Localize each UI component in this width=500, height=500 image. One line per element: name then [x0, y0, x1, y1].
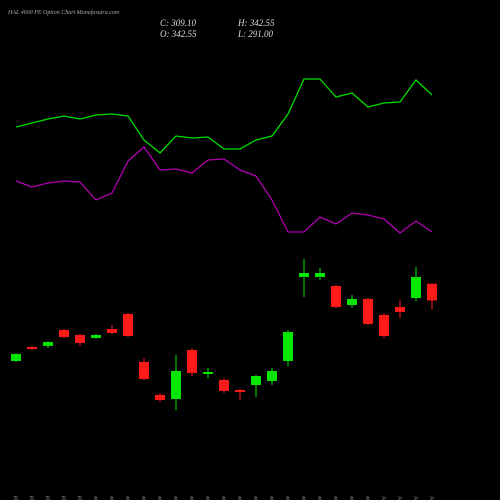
close-info: C: 309.10 [160, 18, 197, 28]
chart-title: HAL 4600 PE Option Chart Munafasutra.com [7, 9, 120, 16]
x-tick-label: 12 Nov [173, 496, 179, 500]
indicator-line [15, 78, 433, 154]
x-tick-label: 03 Nov [93, 496, 99, 500]
x-tick-label: 25 Nov [317, 496, 323, 500]
x-tick-label: 13 Nov [189, 496, 195, 500]
candle-body [107, 329, 117, 333]
candle-body [395, 307, 405, 312]
candle-body [219, 380, 229, 391]
x-tick-label: 27 Oct [13, 496, 19, 500]
x-tick-label: 02 Dec [397, 496, 403, 500]
candle-body [315, 273, 325, 277]
x-tick-label: 03 Dec [413, 496, 419, 500]
candle-body [155, 395, 165, 400]
candle-body [203, 372, 213, 374]
x-tick-label: 04 Nov [108, 496, 115, 500]
candle-body [235, 390, 245, 392]
x-tick-label: 24 Nov [300, 496, 307, 500]
x-tick-label: 10 Nov [141, 496, 147, 500]
open-info: O: 342.55 [160, 29, 197, 39]
x-tick-label: 04 Dec [428, 496, 435, 500]
high-info: H: 342.55 [237, 18, 275, 28]
x-tick-label: 28 Oct [29, 496, 35, 500]
x-tick-label: 01 Dec [381, 496, 387, 500]
candle-body [27, 347, 37, 349]
x-tick-label: 21 Nov [285, 496, 291, 500]
candle-body [59, 330, 69, 337]
candle-body [331, 286, 341, 307]
x-tick-label: 06 Nov [125, 496, 131, 500]
candle-body [11, 354, 21, 361]
low-info: L: 291.00 [237, 29, 274, 39]
candle-body [427, 283, 437, 301]
candle-body [91, 335, 101, 338]
x-tick-label: 14 Nov [204, 496, 211, 500]
x-tick-label: 28 Nov [365, 496, 371, 500]
x-tick-label: 27 Nov [349, 496, 355, 500]
candle-body [363, 299, 373, 324]
candle-body [139, 362, 149, 379]
candle-body [43, 342, 53, 346]
candle-body [283, 332, 293, 361]
indicator-line [15, 146, 433, 234]
candle-body [251, 376, 261, 385]
candle-body [379, 315, 389, 336]
x-tick-label: 17 Nov [221, 496, 227, 500]
x-tick-label: 11 Nov [157, 496, 163, 500]
x-tick-label: 30 Oct [61, 496, 67, 500]
x-tick-label: 31 Oct [77, 496, 83, 500]
candle-body [267, 371, 277, 381]
candle-body [123, 314, 133, 336]
x-tick-label: 26 Nov [333, 496, 339, 500]
candle-body [411, 277, 421, 298]
candle-body [75, 335, 85, 343]
x-tick-label: 20 Nov [269, 496, 275, 500]
candle-body [347, 299, 357, 305]
x-tick-label: 29 Oct [45, 496, 51, 500]
candle-body [171, 371, 181, 399]
x-tick-label: 18 Nov [237, 496, 243, 500]
candle-body [299, 273, 309, 277]
x-tick-label: 19 Nov [253, 496, 259, 500]
candle-body [187, 350, 197, 373]
